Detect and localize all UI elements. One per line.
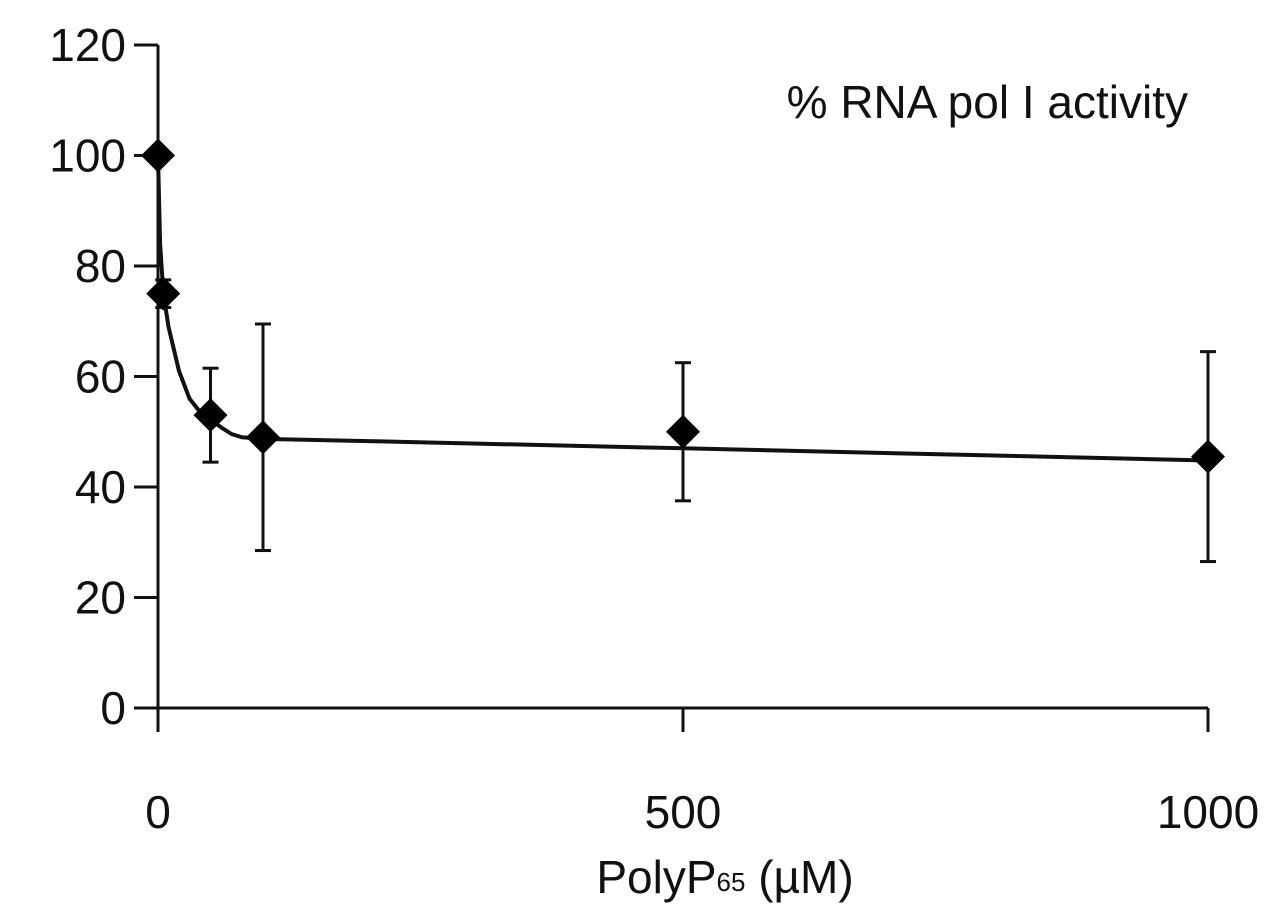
chart-annotation: % RNA pol I activity [787,76,1188,128]
y-axis: 0 20 40 60 80 100 120 [49,19,160,734]
data-point [141,138,175,173]
y-tick-label: 20 [75,572,126,624]
x-tick-label: 500 [645,786,722,838]
data-point [666,414,700,449]
data-point [246,420,280,455]
x-tick-label: 0 [145,786,171,838]
y-tick-label: 40 [75,461,126,513]
y-tick-label: 0 [100,682,126,734]
y-tick-label: 100 [49,130,126,182]
data-point [146,276,181,311]
y-tick-label: 60 [75,351,126,403]
data-points [141,138,1225,474]
y-tick-label: 120 [49,19,126,71]
data-point [1191,439,1225,474]
x-tick-label: 1000 [1157,786,1259,838]
x-axis: 0 500 1000 [135,706,1259,838]
x-axis-title: PolyP65 (µM) [596,851,853,903]
data-point [193,398,228,433]
y-tick-label: 80 [75,240,126,292]
